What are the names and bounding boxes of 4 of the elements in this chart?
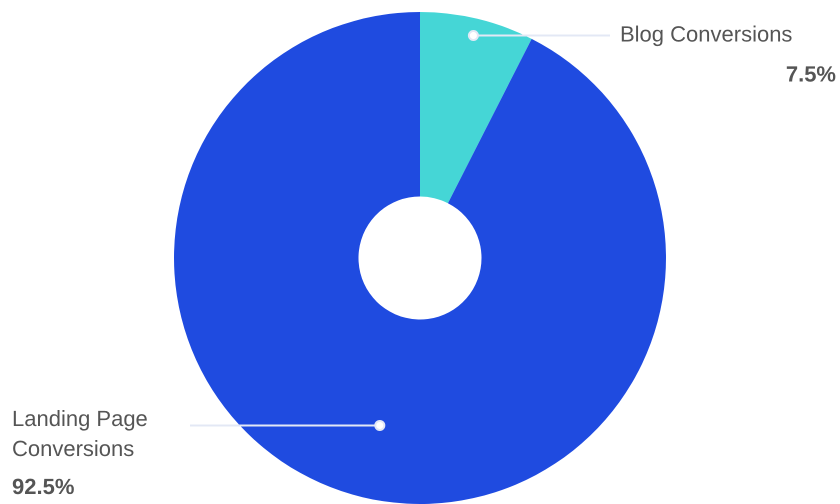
data-label: 92.5% xyxy=(12,474,74,500)
slice-label: Blog Conversions xyxy=(620,22,792,47)
slice-label: Landing Page Conversions xyxy=(12,406,148,462)
data-label: 7.5% xyxy=(786,62,836,87)
